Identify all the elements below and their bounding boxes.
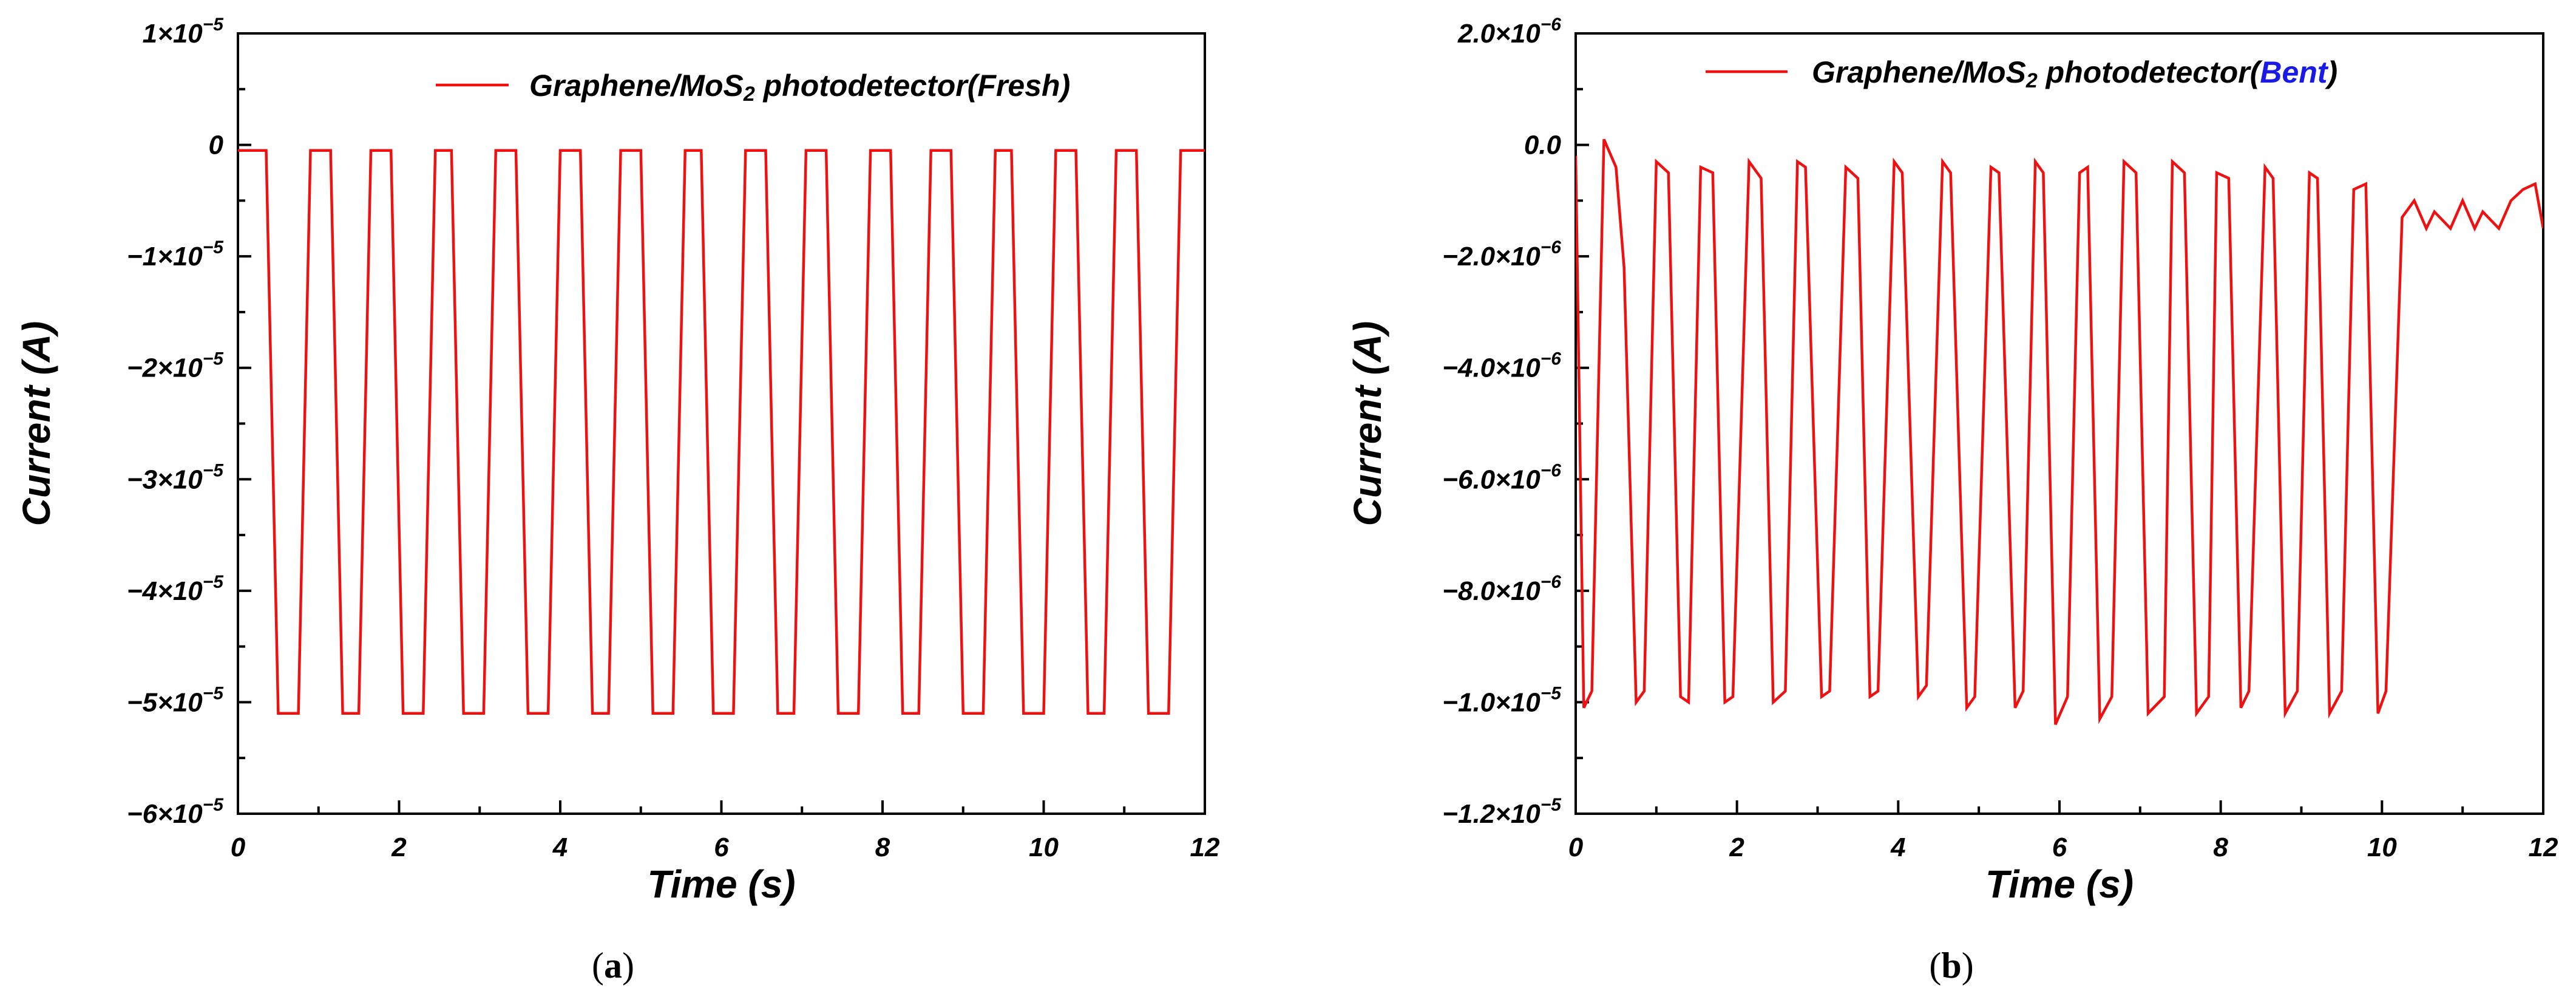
x-tick-label: 4 bbox=[552, 833, 568, 862]
panel-caption: (a) bbox=[592, 945, 634, 986]
y-tick-label: −4.0×10−6 bbox=[1442, 349, 1561, 383]
y-tick-label: −1.2×10−5 bbox=[1442, 795, 1562, 829]
plot-frame bbox=[1574, 32, 2544, 815]
chart-panel-b: 0 2 4 6 8 10 12 2.0×10−6 0.0 −2.0×10−6 −4.0×10−6 −6… bbox=[1346, 15, 2558, 986]
x-tick-label: 2 bbox=[391, 833, 407, 862]
legend: Graphene/MoS2 photodetector(Bent) bbox=[1706, 55, 2337, 92]
x-tick-label: 12 bbox=[1190, 833, 1220, 862]
y-tick-label: −6×10−5 bbox=[127, 795, 224, 829]
y-tick-label: 2.0×10−6 bbox=[1457, 15, 1561, 49]
chart-panel-a: 0 2 4 6 8 10 12 1×10−5 0 −1×10−5 −2×10−5 −3×10−5 −4×… bbox=[15, 15, 1220, 986]
data-series-line bbox=[1576, 138, 2543, 725]
x-tick-label: 0 bbox=[231, 833, 246, 862]
y-tick-label: −5×10−5 bbox=[127, 683, 224, 717]
y-axis-title: Current (A) bbox=[15, 321, 58, 526]
x-tick-label: 10 bbox=[1029, 833, 1059, 862]
x-tick-label: 8 bbox=[2213, 833, 2228, 862]
x-tick-label: 10 bbox=[2367, 833, 2397, 862]
legend-label: Graphene/MoS2 photodetector(Bent) bbox=[1812, 55, 2337, 92]
y-tick-label: 1×10−5 bbox=[143, 15, 225, 49]
x-axis-title: Time (s) bbox=[1985, 862, 2134, 906]
y-tick-label: −3×10−5 bbox=[127, 460, 224, 494]
x-tick-label: 12 bbox=[2529, 833, 2558, 862]
y-tick-label: −2.0×10−6 bbox=[1442, 237, 1561, 271]
data-series-line bbox=[238, 149, 1205, 715]
x-axis-title: Time (s) bbox=[647, 862, 795, 906]
x-tick-label: 6 bbox=[2052, 833, 2067, 862]
x-tick-label: 8 bbox=[875, 833, 890, 862]
y-tick-label: −8.0×10−6 bbox=[1442, 572, 1561, 606]
y-tick-label: −2×10−5 bbox=[127, 349, 224, 383]
y-tick-label: −6.0×10−6 bbox=[1442, 460, 1561, 494]
x-tick-label: 0 bbox=[1568, 833, 1584, 862]
y-tick-label: 0 bbox=[209, 131, 224, 160]
x-tick-label: 2 bbox=[1729, 833, 1744, 862]
panel-caption: (b) bbox=[1929, 945, 1973, 986]
legend-label: Graphene/MoS2 photodetector(Fresh) bbox=[529, 69, 1070, 106]
y-tick-label: −1×10−5 bbox=[127, 237, 224, 271]
legend: Graphene/MoS2 photodetector(Fresh) bbox=[436, 69, 1070, 106]
x-tick-label: 4 bbox=[1890, 833, 1905, 862]
y-tick-label: 0.0 bbox=[1524, 131, 1562, 160]
x-tick-label: 6 bbox=[714, 833, 729, 862]
y-tick-label: −1.0×10−5 bbox=[1442, 683, 1562, 717]
y-tick-label: −4×10−5 bbox=[127, 572, 224, 606]
y-axis-title: Current (A) bbox=[1346, 321, 1389, 526]
